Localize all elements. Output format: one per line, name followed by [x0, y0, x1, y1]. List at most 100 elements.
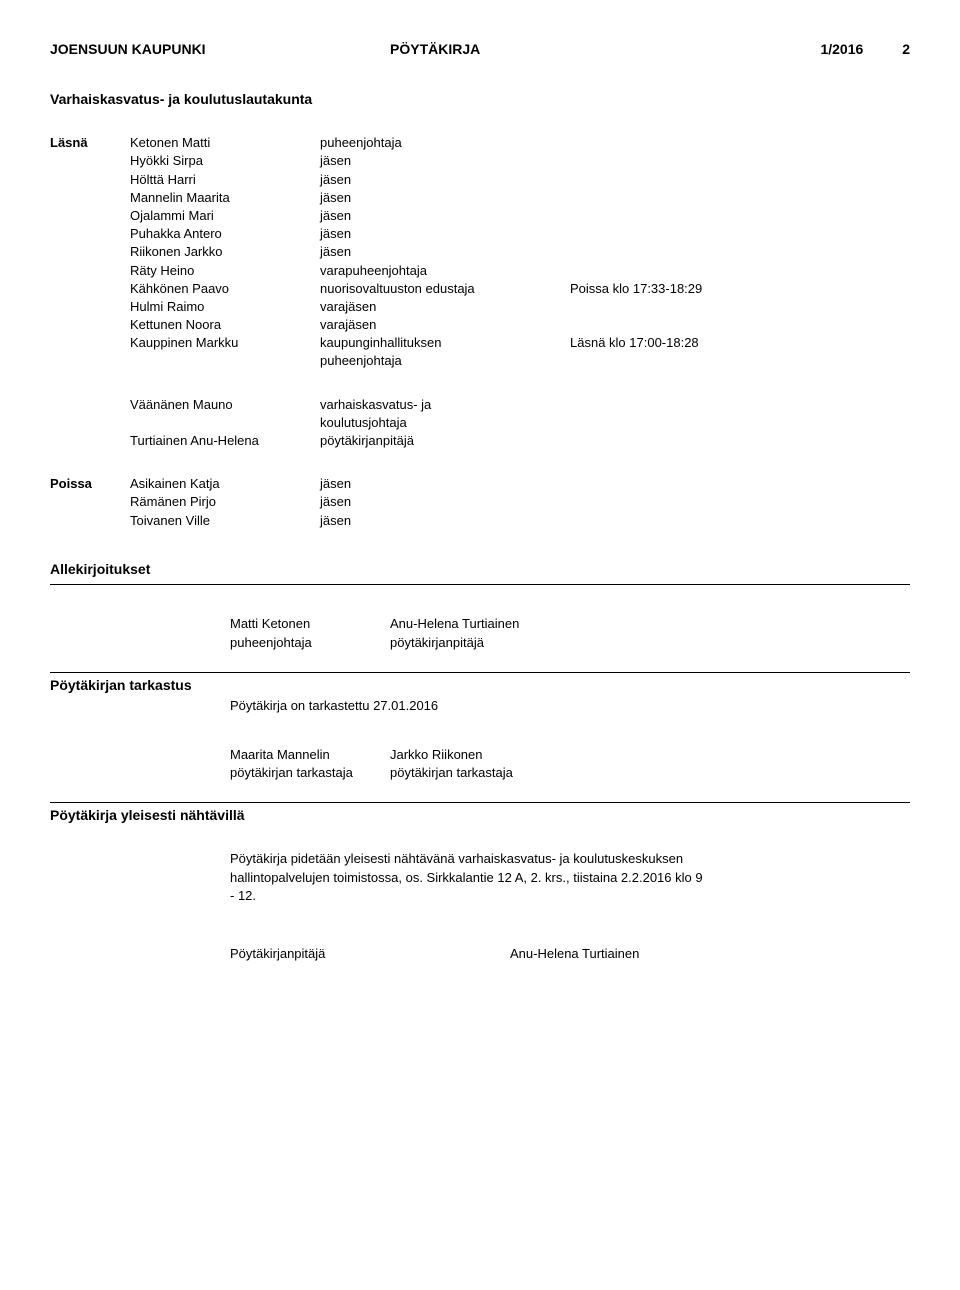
attendance-row: Kettunen Noora varajäsen	[50, 316, 910, 334]
page-num: 2	[902, 41, 910, 57]
member-role: kaupunginhallituksen	[320, 334, 570, 352]
member-note	[570, 243, 910, 261]
attendance-row: Räty Heino varapuheenjohtaja	[50, 262, 910, 280]
member-note	[570, 352, 910, 370]
member-name: Mannelin Maarita	[130, 189, 320, 207]
attendance-row: Kähkönen Paavo nuorisovaltuuston edustaj…	[50, 280, 910, 298]
member-note	[570, 225, 910, 243]
member-note	[570, 152, 910, 170]
other-role: pöytäkirjanpitäjä	[320, 432, 570, 450]
member-name: Hölttä Harri	[130, 171, 320, 189]
member-role: jäsen	[320, 225, 570, 243]
attendance-row: Ojalammi Mari jäsen	[50, 207, 910, 225]
member-role: jäsen	[320, 171, 570, 189]
verification-title: Pöytäkirjan tarkastus	[50, 676, 910, 696]
footer-row: Pöytäkirjanpitäjä Anu-Helena Turtiainen	[50, 945, 910, 963]
absent-label: Poissa	[50, 475, 130, 493]
attendance-row: Poissa Asikainen Katja jäsen	[50, 475, 910, 493]
member-note	[570, 189, 910, 207]
attendance-row: Läsnä Ketonen Matti puheenjohtaja	[50, 134, 910, 152]
member-name: Kettunen Noora	[130, 316, 320, 334]
member-role: jäsen	[320, 207, 570, 225]
attendance-row: Hölttä Harri jäsen	[50, 171, 910, 189]
member-role: jäsen	[320, 243, 570, 261]
member-name: Ojalammi Mari	[130, 207, 320, 225]
verifier-name: Maarita Mannelin	[230, 746, 390, 764]
member-role: nuorisovaltuuston edustaja	[320, 280, 570, 298]
others-block: Väänänen Mauno varhaiskasvatus- ja koulu…	[50, 396, 910, 451]
member-name: Kähkönen Paavo	[130, 280, 320, 298]
absent-name: Asikainen Katja	[130, 475, 320, 493]
signature-row: Matti Ketonen puheenjohtaja Anu-Helena T…	[50, 615, 910, 651]
attendance-row: Väänänen Mauno varhaiskasvatus- ja	[130, 396, 910, 414]
member-note	[570, 134, 910, 152]
doc-type: PÖYTÄKIRJA	[390, 40, 690, 60]
org-name: JOENSUUN KAUPUNKI	[50, 40, 390, 60]
member-note	[570, 298, 910, 316]
attendance-row: Hulmi Raimo varajäsen	[50, 298, 910, 316]
member-role: jäsen	[320, 189, 570, 207]
other-name: Turtiainen Anu-Helena	[130, 432, 320, 450]
attendance-row: Toivanen Ville jäsen	[50, 512, 910, 530]
footer-name: Anu-Helena Turtiainen	[510, 945, 910, 963]
attendance-row: Puhakka Antero jäsen	[50, 225, 910, 243]
verifier-right: Jarkko Riikonen pöytäkirjan tarkastaja	[390, 746, 910, 782]
attendance-row: Turtiainen Anu-Helena pöytäkirjanpitäjä	[130, 432, 910, 450]
absent-role: jäsen	[320, 475, 570, 493]
attendance-row: Mannelin Maarita jäsen	[50, 189, 910, 207]
member-name: Kauppinen Markku	[130, 334, 320, 352]
sig-role: pöytäkirjanpitäjä	[390, 634, 910, 652]
board-name: Varhaiskasvatus- ja koulutuslautakunta	[50, 90, 910, 110]
other-name: Väänänen Mauno	[130, 396, 320, 414]
attendance-row: Riikonen Jarkko jäsen	[50, 243, 910, 261]
member-name: Räty Heino	[130, 262, 320, 280]
attendance-row: Hyökki Sirpa jäsen	[50, 152, 910, 170]
sig-role: puheenjohtaja	[230, 634, 390, 652]
member-note	[570, 262, 910, 280]
signatures-title: Allekirjoitukset	[50, 560, 910, 580]
other-role: varhaiskasvatus- ja	[320, 396, 570, 414]
attendance-row: puheenjohtaja	[50, 352, 910, 370]
signature-right: Anu-Helena Turtiainen pöytäkirjanpitäjä	[390, 615, 910, 651]
member-role: varajäsen	[320, 298, 570, 316]
verifier-role: pöytäkirjan tarkastaja	[390, 764, 910, 782]
member-name: Hulmi Raimo	[130, 298, 320, 316]
signature-left: Matti Ketonen puheenjohtaja	[50, 615, 390, 651]
public-title: Pöytäkirja yleisesti nähtävillä	[50, 806, 910, 826]
document-header: JOENSUUN KAUPUNKI PÖYTÄKIRJA 1/2016 2	[50, 40, 910, 60]
absent-role: jäsen	[320, 512, 570, 530]
divider	[50, 672, 910, 673]
member-note	[570, 171, 910, 189]
member-note	[570, 207, 910, 225]
attendance-row: Kauppinen Markku kaupunginhallituksen Lä…	[50, 334, 910, 352]
sig-name: Anu-Helena Turtiainen	[390, 615, 910, 633]
other-role: koulutusjohtaja	[320, 414, 570, 432]
verification-text: Pöytäkirja on tarkastettu 27.01.2016	[50, 697, 910, 715]
verifier-name: Jarkko Riikonen	[390, 746, 910, 764]
member-note: Läsnä klo 17:00-18:28	[570, 334, 910, 352]
public-text: Pöytäkirja pidetään yleisesti nähtävänä …	[50, 850, 710, 905]
member-role: jäsen	[320, 152, 570, 170]
member-name: Riikonen Jarkko	[130, 243, 320, 261]
member-name: Ketonen Matti	[130, 134, 320, 152]
sig-name: Matti Ketonen	[230, 615, 390, 633]
divider	[50, 802, 910, 803]
present-label: Läsnä	[50, 134, 130, 152]
present-block: Läsnä Ketonen Matti puheenjohtaja Hyökki…	[50, 134, 910, 370]
attendance-row: koulutusjohtaja	[130, 414, 910, 432]
verifier-left: Maarita Mannelin pöytäkirjan tarkastaja	[50, 746, 390, 782]
member-role: varapuheenjohtaja	[320, 262, 570, 280]
verification-block: Pöytäkirjan tarkastus Pöytäkirja on tark…	[50, 676, 910, 716]
absent-block: Poissa Asikainen Katja jäsen Rämänen Pir…	[50, 475, 910, 530]
absent-name: Toivanen Ville	[130, 512, 320, 530]
doc-num-text: 1/2016	[820, 41, 863, 57]
member-name: Hyökki Sirpa	[130, 152, 320, 170]
doc-number: 1/2016 2	[690, 40, 910, 60]
other-name	[130, 414, 320, 432]
member-role: varajäsen	[320, 316, 570, 334]
absent-role: jäsen	[320, 493, 570, 511]
footer-role: Pöytäkirjanpitäjä	[230, 945, 510, 963]
verifier-role: pöytäkirjan tarkastaja	[230, 764, 390, 782]
divider	[50, 584, 910, 585]
absent-name: Rämänen Pirjo	[130, 493, 320, 511]
